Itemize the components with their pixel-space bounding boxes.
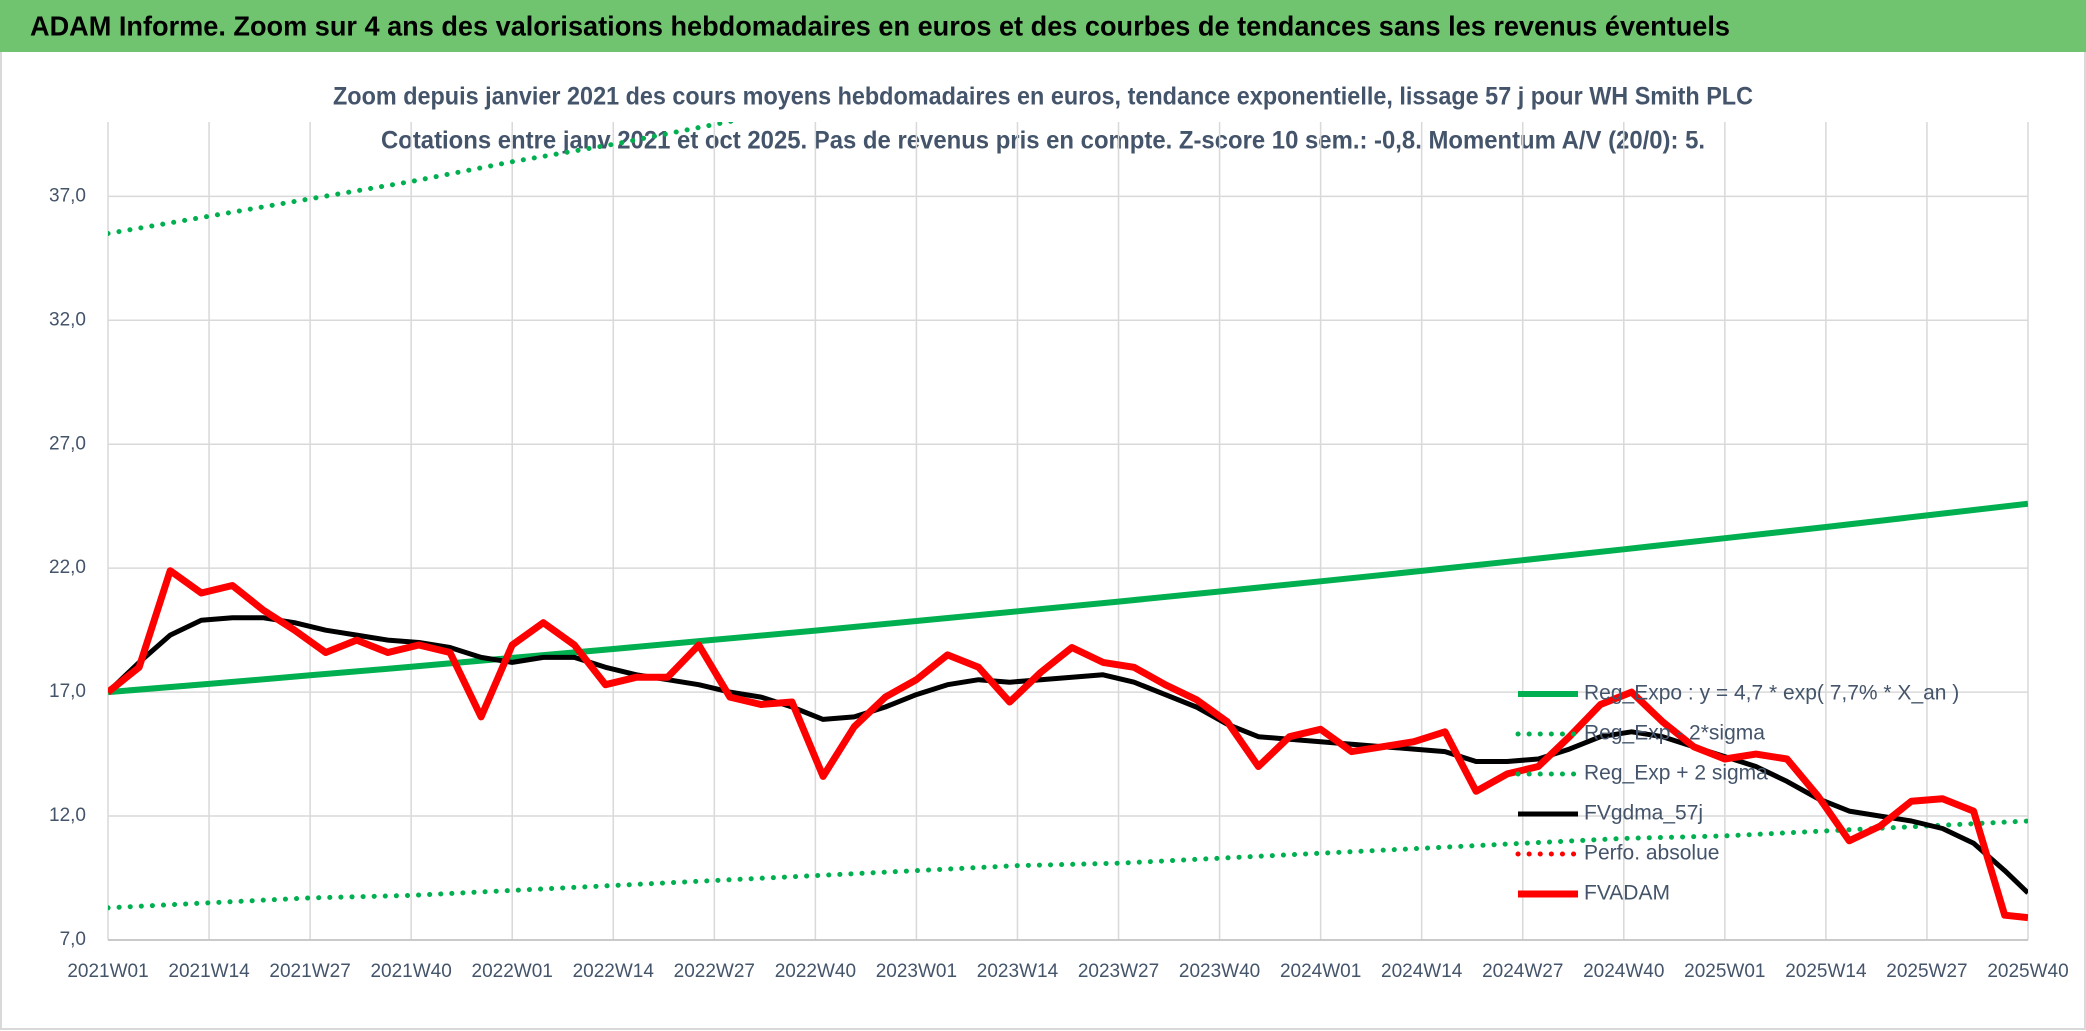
- x-tick-label: 2024W40: [1583, 961, 1664, 982]
- x-tick-label: 2025W14: [1785, 961, 1867, 982]
- title-banner: [0, 0, 2086, 52]
- x-tick-label: 2022W01: [472, 961, 553, 982]
- x-tick-label: 2021W40: [370, 961, 451, 982]
- x-tick-label: 2023W14: [977, 961, 1059, 982]
- x-tick-label: 2021W14: [168, 961, 250, 982]
- y-tick-label: 7,0: [60, 929, 86, 950]
- x-tick-label: 2023W27: [1078, 961, 1159, 982]
- y-tick-label: 27,0: [49, 433, 86, 454]
- x-tick-label: 2021W27: [269, 961, 350, 982]
- x-tick-label: 2023W40: [1179, 961, 1260, 982]
- series-line: [108, 567, 2028, 922]
- y-tick-label: 17,0: [49, 681, 86, 702]
- legend-label: Reg_Exp - 2*sigma: [1584, 722, 1765, 745]
- x-tick-label: 2021W01: [67, 961, 148, 982]
- x-tick-label: 2025W01: [1684, 961, 1765, 982]
- x-tick-label: 2022W27: [674, 961, 755, 982]
- series-line: [108, 500, 2028, 696]
- x-tick-label: 2024W27: [1482, 961, 1563, 982]
- x-tick-label: 2022W40: [775, 961, 856, 982]
- legend-label: FVADAM: [1584, 882, 1670, 905]
- chart-subtitle: Zoom depuis janvier 2021 des cours moyen…: [333, 83, 1753, 111]
- x-tick-label: 2022W14: [573, 961, 655, 982]
- chart-subtitle: Cotations entre janv 2021 et oct 2025. P…: [381, 127, 1705, 155]
- legend-label: Reg_Exp + 2 sigma: [1584, 762, 1768, 785]
- x-tick-label: 2023W01: [876, 961, 957, 982]
- legend-label: Perfo. absolue: [1584, 842, 1719, 865]
- x-tick-label: 2025W27: [1886, 961, 1967, 982]
- y-tick-label: 22,0: [49, 557, 86, 578]
- y-tick-label: 37,0: [49, 185, 86, 206]
- x-tick-label: 2024W01: [1280, 961, 1361, 982]
- series-line: [108, 818, 2028, 911]
- y-tick-label: 32,0: [49, 309, 86, 330]
- legend-label: FVgdma_57j: [1584, 802, 1703, 825]
- legend-label: Reg_Expo : y = 4,7 * exp( 7,7% * X_an ): [1584, 682, 1959, 705]
- x-tick-label: 2024W14: [1381, 961, 1463, 982]
- chart-title: ADAM Informe. Zoom sur 4 ans des valoris…: [30, 10, 1730, 41]
- y-tick-label: 12,0: [49, 805, 86, 826]
- x-tick-label: 2025W40: [1987, 961, 2068, 982]
